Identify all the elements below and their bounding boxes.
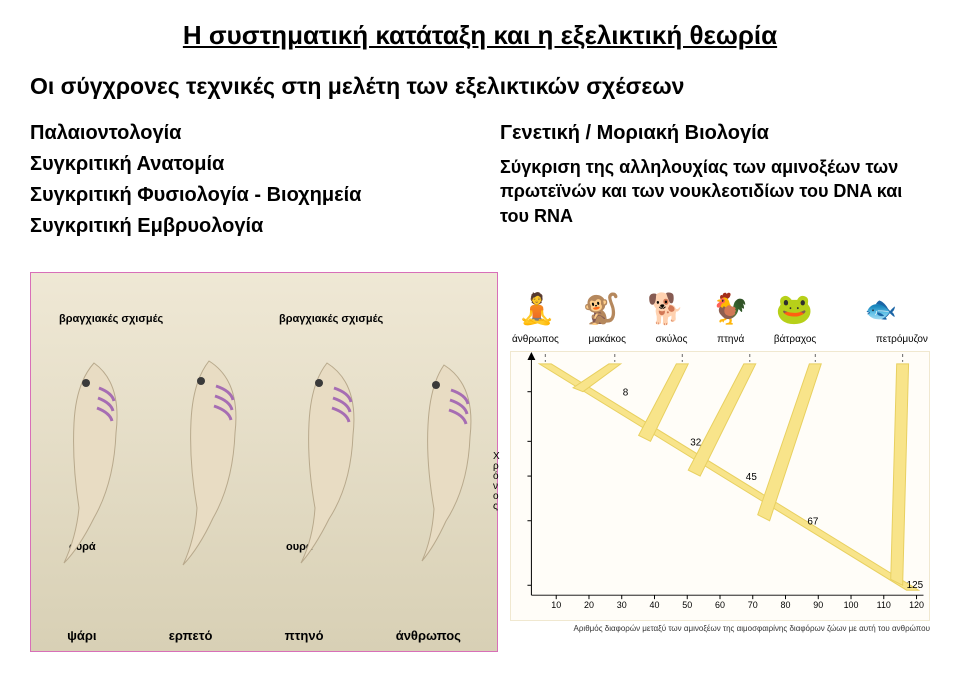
branch-val-2: 45 [746,472,758,483]
figures-row: βραγχιακές σχισμές βραγχιακές σχισμές ου… [30,272,930,652]
embryo-label-1: ερπετό [169,628,213,643]
org-label-1: μακάκος [588,334,625,345]
embryo-label-2: πτηνό [285,628,324,643]
y-axis-label: Χρόνος [493,452,500,512]
text-columns: Παλαιοντολογία Συγκριτική Ανατομία Συγκρ… [30,118,930,242]
page-subtitle: Οι σύγχρονες τεχνικές στη μελέτη των εξε… [30,73,930,100]
tree-chart: 8 32 45 67 125 10 20 30 40 50 60 70 80 9… [510,351,930,621]
embryo-label-0: ψάρι [67,628,96,643]
phylogenetic-figure: 🧘 🐒 🐕 🐓 🐸 🐟 άνθρωπος μακάκος σκύλος πτην… [510,272,930,652]
left-column: Παλαιοντολογία Συγκριτική Ανατομία Συγκρ… [30,118,460,242]
svg-text:10: 10 [551,600,561,610]
org-label-5: πετρόμυζον [876,334,928,345]
left-item-4: Συγκριτική Εμβρυολογία [30,211,460,242]
org-label-0: άνθρωπος [512,334,559,345]
svg-text:90: 90 [813,600,823,610]
org-icon-monkey: 🐒 [578,286,624,332]
embryo-label-3: άνθρωπος [396,628,461,643]
org-icon-dog: 🐕 [643,286,689,332]
tree-svg: 8 32 45 67 125 10 20 30 40 50 60 70 80 9… [511,352,929,620]
svg-text:110: 110 [877,600,891,610]
org-label-2: σκύλος [656,334,688,345]
org-icon-frog: 🐸 [772,286,818,332]
org-label-3: πτηνά [717,334,744,345]
org-icon-lamprey: 🐟 [836,286,926,332]
gill-label-2: βραγχιακές σχισμές [279,313,383,325]
org-label-4: βάτραχος [774,334,816,345]
embryo-bottom-labels: ψάρι ερπετό πτηνό άνθρωπος [31,628,497,643]
branch-val-1: 32 [690,437,702,448]
embryo-bird [277,343,367,573]
right-description: Σύγκριση της αλληλουχίας των αμινοξέων τ… [500,155,930,228]
svg-text:70: 70 [748,600,758,610]
branch-val-0: 8 [623,388,629,399]
right-column: Γενετική / Μοριακή Βιολογία Σύγκριση της… [500,118,930,242]
gill-label-1: βραγχιακές σχισμές [59,313,163,325]
org-icon-human: 🧘 [514,286,560,332]
org-icon-bird: 🐓 [707,286,753,332]
embryo-fish [44,343,134,573]
svg-text:80: 80 [781,600,791,610]
left-item-1: Παλαιοντολογία [30,118,460,149]
svg-text:60: 60 [715,600,725,610]
embryo-figure: βραγχιακές σχισμές βραγχιακές σχισμές ου… [30,272,498,652]
right-heading: Γενετική / Μοριακή Βιολογία [500,118,930,149]
svg-text:40: 40 [650,600,660,610]
svg-text:20: 20 [584,600,594,610]
left-item-3: Συγκριτική Φυσιολογία - Βιοχημεία [30,180,460,211]
svg-text:50: 50 [682,600,692,610]
branch-val-3: 67 [807,517,819,528]
x-axis-caption: Αριθμός διαφορών μεταξύ των αμινοξέων τη… [510,624,930,633]
embryo-reptile [161,343,251,573]
svg-text:30: 30 [617,600,627,610]
organism-labels-row: άνθρωπος μακάκος σκύλος πτηνά βάτραχος π… [510,332,930,351]
left-item-2: Συγκριτική Ανατομία [30,149,460,180]
page-title: Η συστηματική κατάταξη και η εξελικτική … [30,20,930,51]
branch-val-4: 125 [907,580,924,591]
embryo-human [394,343,484,573]
svg-text:100: 100 [844,600,859,610]
organism-icons-row: 🧘 🐒 🐕 🐓 🐸 🐟 [510,272,930,332]
svg-text:120: 120 [909,600,924,610]
